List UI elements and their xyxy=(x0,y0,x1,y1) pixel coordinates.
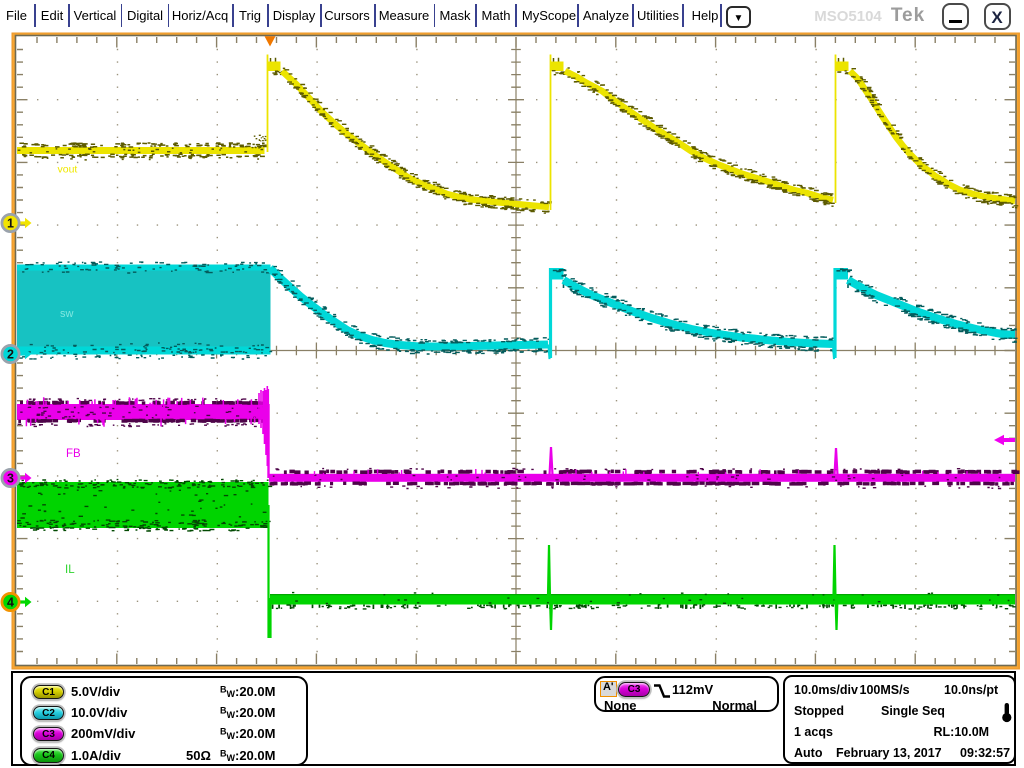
svg-text:sw: sw xyxy=(60,308,74,320)
svg-text:3: 3 xyxy=(7,471,14,485)
svg-text:IL: IL xyxy=(65,564,75,576)
svg-text:2: 2 xyxy=(7,347,14,361)
svg-text:1: 1 xyxy=(7,216,14,230)
svg-text:FB: FB xyxy=(66,448,81,460)
svg-text:vout: vout xyxy=(58,164,78,176)
svg-text:4: 4 xyxy=(7,595,14,609)
